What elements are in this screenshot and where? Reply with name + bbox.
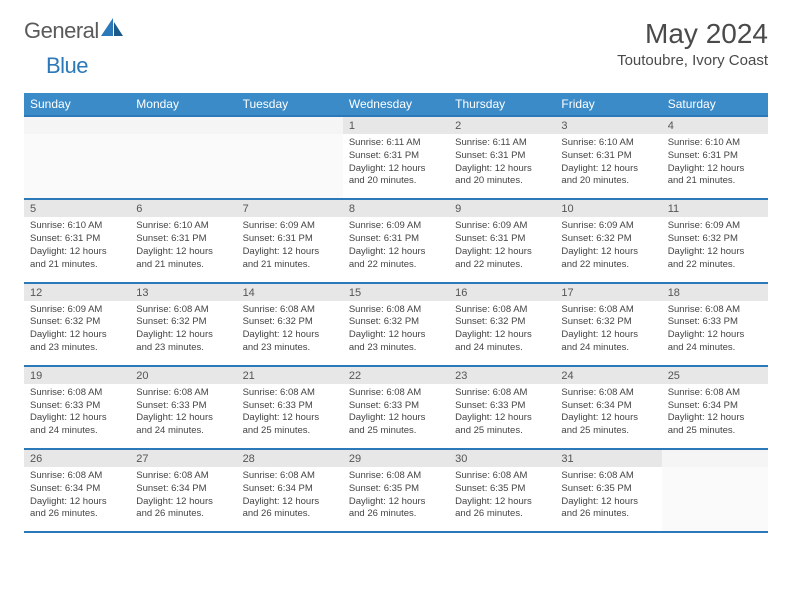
day-number-cell <box>662 449 768 467</box>
day-content-cell: Sunrise: 6:08 AMSunset: 6:34 PMDaylight:… <box>662 384 768 449</box>
day-content-cell: Sunrise: 6:09 AMSunset: 6:32 PMDaylight:… <box>662 217 768 282</box>
day-content-cell: Sunrise: 6:09 AMSunset: 6:31 PMDaylight:… <box>449 217 555 282</box>
day-content-cell: Sunrise: 6:10 AMSunset: 6:31 PMDaylight:… <box>24 217 130 282</box>
day-number-cell: 4 <box>662 116 768 134</box>
logo-text-general: General <box>24 18 99 44</box>
day-header: Sunday <box>24 93 130 116</box>
day-number-cell: 22 <box>343 366 449 384</box>
day-content-cell: Sunrise: 6:08 AMSunset: 6:34 PMDaylight:… <box>24 467 130 532</box>
day-content-cell: Sunrise: 6:10 AMSunset: 6:31 PMDaylight:… <box>555 134 661 199</box>
title-block: May 2024 Toutoubre, Ivory Coast <box>617 18 768 69</box>
day-number-cell: 2 <box>449 116 555 134</box>
day-number-cell: 30 <box>449 449 555 467</box>
day-number-row: 12131415161718 <box>24 283 768 301</box>
day-header: Saturday <box>662 93 768 116</box>
day-content-cell: Sunrise: 6:08 AMSunset: 6:33 PMDaylight:… <box>130 384 236 449</box>
day-header: Wednesday <box>343 93 449 116</box>
day-content-cell: Sunrise: 6:10 AMSunset: 6:31 PMDaylight:… <box>662 134 768 199</box>
day-content-cell <box>237 134 343 199</box>
day-number-cell: 15 <box>343 283 449 301</box>
day-content-cell: Sunrise: 6:09 AMSunset: 6:32 PMDaylight:… <box>24 301 130 366</box>
day-number-cell: 16 <box>449 283 555 301</box>
calendar-table: Sunday Monday Tuesday Wednesday Thursday… <box>24 93 768 533</box>
day-content-cell: Sunrise: 6:08 AMSunset: 6:32 PMDaylight:… <box>343 301 449 366</box>
day-number-cell: 18 <box>662 283 768 301</box>
day-number-cell: 21 <box>237 366 343 384</box>
day-number-cell: 19 <box>24 366 130 384</box>
day-content-cell <box>662 467 768 532</box>
day-number-cell: 28 <box>237 449 343 467</box>
day-number-cell: 11 <box>662 199 768 217</box>
day-content-cell: Sunrise: 6:09 AMSunset: 6:32 PMDaylight:… <box>555 217 661 282</box>
day-content-row: Sunrise: 6:09 AMSunset: 6:32 PMDaylight:… <box>24 301 768 366</box>
day-content-cell: Sunrise: 6:08 AMSunset: 6:33 PMDaylight:… <box>237 384 343 449</box>
day-content-row: Sunrise: 6:08 AMSunset: 6:34 PMDaylight:… <box>24 467 768 532</box>
day-number-cell: 7 <box>237 199 343 217</box>
day-content-cell: Sunrise: 6:10 AMSunset: 6:31 PMDaylight:… <box>130 217 236 282</box>
day-content-row: Sunrise: 6:08 AMSunset: 6:33 PMDaylight:… <box>24 384 768 449</box>
day-content-cell: Sunrise: 6:08 AMSunset: 6:32 PMDaylight:… <box>237 301 343 366</box>
day-content-cell: Sunrise: 6:08 AMSunset: 6:34 PMDaylight:… <box>237 467 343 532</box>
day-number-row: 567891011 <box>24 199 768 217</box>
day-content-cell: Sunrise: 6:11 AMSunset: 6:31 PMDaylight:… <box>343 134 449 199</box>
day-number-row: 262728293031 <box>24 449 768 467</box>
day-content-cell <box>24 134 130 199</box>
logo-sail-icon <box>99 16 125 43</box>
day-content-cell: Sunrise: 6:08 AMSunset: 6:34 PMDaylight:… <box>130 467 236 532</box>
logo: General <box>24 18 127 44</box>
day-header-row: Sunday Monday Tuesday Wednesday Thursday… <box>24 93 768 116</box>
day-number-cell: 9 <box>449 199 555 217</box>
day-number-cell: 29 <box>343 449 449 467</box>
day-number-cell <box>130 116 236 134</box>
month-title: May 2024 <box>617 18 768 50</box>
day-content-cell: Sunrise: 6:11 AMSunset: 6:31 PMDaylight:… <box>449 134 555 199</box>
day-header: Thursday <box>449 93 555 116</box>
day-content-cell: Sunrise: 6:09 AMSunset: 6:31 PMDaylight:… <box>343 217 449 282</box>
day-number-cell: 3 <box>555 116 661 134</box>
day-content-cell: Sunrise: 6:08 AMSunset: 6:35 PMDaylight:… <box>555 467 661 532</box>
day-number-cell: 6 <box>130 199 236 217</box>
calendar-body: 1234Sunrise: 6:11 AMSunset: 6:31 PMDayli… <box>24 116 768 532</box>
day-number-row: 1234 <box>24 116 768 134</box>
day-number-cell: 13 <box>130 283 236 301</box>
day-content-row: Sunrise: 6:10 AMSunset: 6:31 PMDaylight:… <box>24 217 768 282</box>
day-content-cell: Sunrise: 6:08 AMSunset: 6:33 PMDaylight:… <box>662 301 768 366</box>
day-number-cell: 5 <box>24 199 130 217</box>
day-number-cell: 26 <box>24 449 130 467</box>
day-number-cell: 27 <box>130 449 236 467</box>
day-number-cell: 23 <box>449 366 555 384</box>
day-content-cell: Sunrise: 6:08 AMSunset: 6:32 PMDaylight:… <box>449 301 555 366</box>
day-content-cell: Sunrise: 6:08 AMSunset: 6:32 PMDaylight:… <box>555 301 661 366</box>
day-number-cell: 24 <box>555 366 661 384</box>
day-number-cell: 10 <box>555 199 661 217</box>
day-number-cell: 25 <box>662 366 768 384</box>
day-content-cell: Sunrise: 6:09 AMSunset: 6:31 PMDaylight:… <box>237 217 343 282</box>
day-number-cell <box>237 116 343 134</box>
day-header: Tuesday <box>237 93 343 116</box>
day-number-cell: 31 <box>555 449 661 467</box>
day-content-cell: Sunrise: 6:08 AMSunset: 6:32 PMDaylight:… <box>130 301 236 366</box>
day-number-cell: 8 <box>343 199 449 217</box>
day-number-cell: 14 <box>237 283 343 301</box>
day-number-cell: 12 <box>24 283 130 301</box>
day-content-cell <box>130 134 236 199</box>
day-number-row: 19202122232425 <box>24 366 768 384</box>
day-number-cell: 17 <box>555 283 661 301</box>
day-header: Friday <box>555 93 661 116</box>
day-content-cell: Sunrise: 6:08 AMSunset: 6:33 PMDaylight:… <box>449 384 555 449</box>
day-number-cell <box>24 116 130 134</box>
day-content-cell: Sunrise: 6:08 AMSunset: 6:35 PMDaylight:… <box>449 467 555 532</box>
day-content-cell: Sunrise: 6:08 AMSunset: 6:33 PMDaylight:… <box>343 384 449 449</box>
logo-text-blue: Blue <box>46 53 88 78</box>
day-content-cell: Sunrise: 6:08 AMSunset: 6:34 PMDaylight:… <box>555 384 661 449</box>
day-content-cell: Sunrise: 6:08 AMSunset: 6:33 PMDaylight:… <box>24 384 130 449</box>
day-content-cell: Sunrise: 6:08 AMSunset: 6:35 PMDaylight:… <box>343 467 449 532</box>
day-header: Monday <box>130 93 236 116</box>
day-number-cell: 1 <box>343 116 449 134</box>
location-label: Toutoubre, Ivory Coast <box>617 52 768 69</box>
day-content-row: Sunrise: 6:11 AMSunset: 6:31 PMDaylight:… <box>24 134 768 199</box>
day-number-cell: 20 <box>130 366 236 384</box>
